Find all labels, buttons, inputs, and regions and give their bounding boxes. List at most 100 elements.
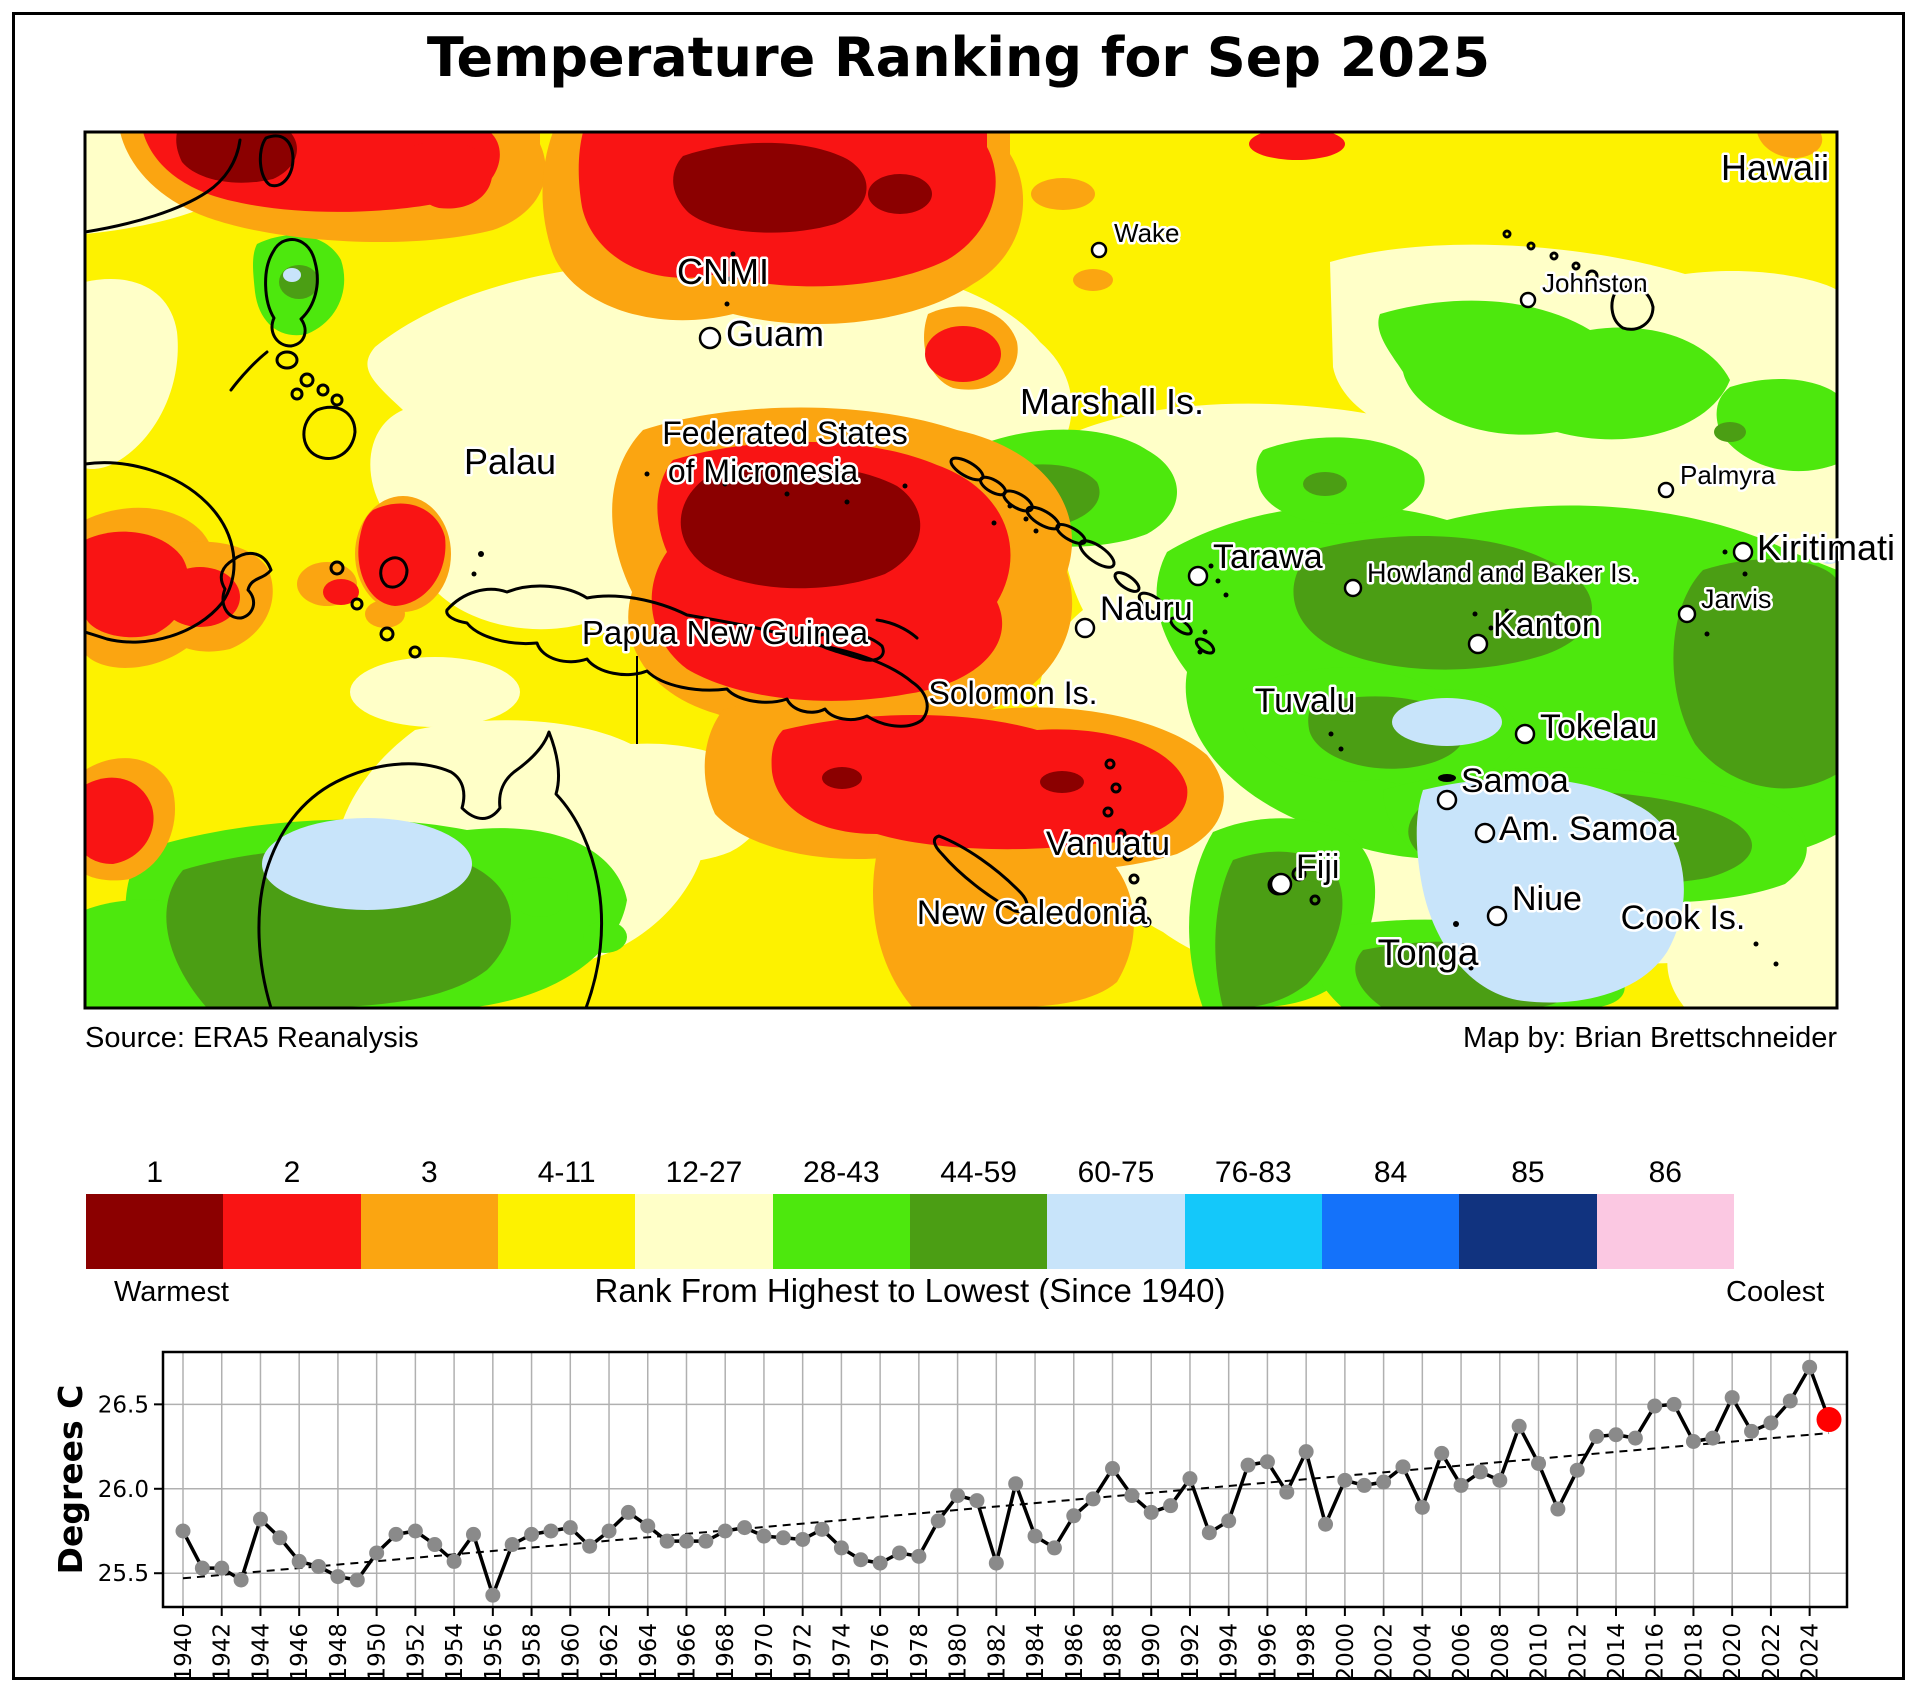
data-point <box>446 1553 462 1569</box>
data-point <box>1705 1430 1721 1446</box>
map-label-kiritimati: Kiritimati <box>1757 527 1895 568</box>
legend-color-cell <box>635 1194 773 1269</box>
x-tick-label: 1980 <box>946 1623 972 1682</box>
data-point <box>1608 1427 1624 1443</box>
island-marker-wake <box>1090 241 1108 259</box>
island-marker-nauru <box>1074 617 1096 639</box>
x-tick-label: 2016 <box>1643 1623 1669 1682</box>
map-labels: Hawaii Wake Johnston CNMI Guam Marshall Is. Pa… <box>461 145 1897 976</box>
page-title: Temperature Ranking for Sep 2025 <box>426 26 1491 89</box>
x-tick-label: 1974 <box>829 1623 855 1682</box>
x-tick-label: 2012 <box>1565 1623 1591 1682</box>
x-tick-label: 1998 <box>1294 1623 1320 1682</box>
island-marker-palmyra <box>1657 481 1675 499</box>
data-point <box>1201 1525 1217 1541</box>
legend-warmest-label: Warmest <box>114 1276 229 1308</box>
x-tick-label: 2004 <box>1410 1623 1436 1682</box>
data-point <box>1318 1516 1334 1532</box>
chart-gridlines <box>163 1352 1847 1607</box>
map-label-palmyra: Palmyra <box>1680 460 1776 490</box>
legend-tick-label: 44-59 <box>940 1156 1017 1189</box>
data-point <box>582 1538 598 1554</box>
map-label-samoa: Samoa <box>1461 762 1569 800</box>
legend-tick-label: 60-75 <box>1077 1156 1155 1189</box>
data-point <box>795 1531 811 1547</box>
x-tick-label: 1950 <box>365 1623 391 1682</box>
legend-colorbar <box>86 1194 1734 1269</box>
data-point <box>465 1526 481 1542</box>
data-point <box>214 1560 230 1576</box>
data-point <box>814 1521 830 1537</box>
island-marker-niue <box>1486 905 1508 927</box>
data-point <box>891 1545 907 1561</box>
source-text: Source: ERA5 Reanalysis <box>85 1022 419 1054</box>
x-tick-label: 2002 <box>1372 1623 1398 1682</box>
island-marker-samoa <box>1436 789 1458 811</box>
map-label-fiji: Fiji <box>1296 848 1339 886</box>
data-point <box>1066 1508 1082 1524</box>
legend-color-cell <box>360 1194 498 1269</box>
legend-color-cell <box>86 1194 224 1269</box>
data-point <box>853 1552 869 1568</box>
legend-color-cell <box>1047 1194 1185 1269</box>
map-label-hawaii: Hawaii <box>1721 147 1829 188</box>
island-marker-johnston <box>1519 291 1537 309</box>
x-tick-label: 2006 <box>1449 1623 1475 1682</box>
map-label-guam: Guam <box>726 313 824 354</box>
data-point <box>969 1493 985 1509</box>
x-tick-label: 1968 <box>713 1623 739 1682</box>
island-marker-kiritimati <box>1732 541 1754 563</box>
data-point <box>1046 1540 1062 1556</box>
data-point <box>1105 1461 1121 1477</box>
x-tick-label: 2008 <box>1488 1623 1514 1682</box>
data-point <box>1569 1462 1585 1478</box>
data-point <box>620 1504 636 1520</box>
data-point <box>1802 1359 1818 1375</box>
map-label-fsm2: of Micronesia <box>668 453 859 489</box>
data-point <box>1724 1390 1740 1406</box>
map-label-fsm1: Federated States <box>662 415 907 451</box>
island-marker-fiji <box>1269 872 1293 896</box>
map-label-johnston: Johnston <box>1542 268 1648 298</box>
data-point <box>1550 1501 1566 1517</box>
legend-tick-label: 85 <box>1511 1156 1545 1189</box>
x-tick-label: 2000 <box>1333 1623 1359 1682</box>
data-point <box>1298 1444 1314 1460</box>
map-label-png: Papua New Guinea <box>582 614 869 651</box>
x-tick-label: 1956 <box>481 1623 507 1682</box>
chart-series <box>175 1359 1842 1603</box>
x-tick-label: 1964 <box>636 1623 662 1682</box>
data-point-latest <box>1816 1407 1842 1433</box>
x-tick-label: 2022 <box>1759 1623 1785 1682</box>
legend-tick-label: 28-43 <box>802 1156 880 1189</box>
map-label-cook: Cook Is. <box>1621 899 1746 937</box>
legend-tick-label: 76-83 <box>1214 1156 1292 1189</box>
x-tick-label: 2020 <box>1720 1623 1746 1682</box>
rank-legend: 1 2 3 4-11 12-27 28-43 44-59 60-75 76-83 84 85 86 <box>86 1156 1734 1269</box>
map-label-nauru: Nauru <box>1100 590 1193 628</box>
data-point <box>1279 1484 1295 1500</box>
data-point <box>1182 1471 1198 1487</box>
data-point <box>1221 1513 1237 1529</box>
legend-tick-label: 86 <box>1648 1156 1682 1189</box>
map-label-tonga: Tonga <box>1378 932 1479 973</box>
x-tick-label: 1996 <box>1255 1623 1281 1682</box>
x-tick-label: 2018 <box>1681 1623 1707 1682</box>
data-point <box>1240 1457 1256 1473</box>
data-point <box>175 1523 191 1539</box>
data-point <box>291 1553 307 1569</box>
x-tick-label: 1954 <box>442 1623 468 1682</box>
data-point <box>427 1537 443 1553</box>
legend-color-cell <box>1184 1194 1322 1269</box>
map-label-new_caledonia: New Caledonia <box>917 894 1148 932</box>
map-label-howland: Howland and Baker Is. <box>1367 558 1639 588</box>
map-label-vanuatu: Vanuatu <box>1046 825 1170 863</box>
data-point <box>1531 1455 1547 1471</box>
data-point <box>911 1548 927 1564</box>
map-label-solomon: Solomon Is. <box>929 675 1098 711</box>
legend-color-cell <box>223 1194 361 1269</box>
map-label-am_samoa: Am. Samoa <box>1499 810 1677 848</box>
island-marker-tokelau <box>1514 723 1536 745</box>
data-point <box>407 1523 423 1539</box>
data-point <box>930 1513 946 1529</box>
